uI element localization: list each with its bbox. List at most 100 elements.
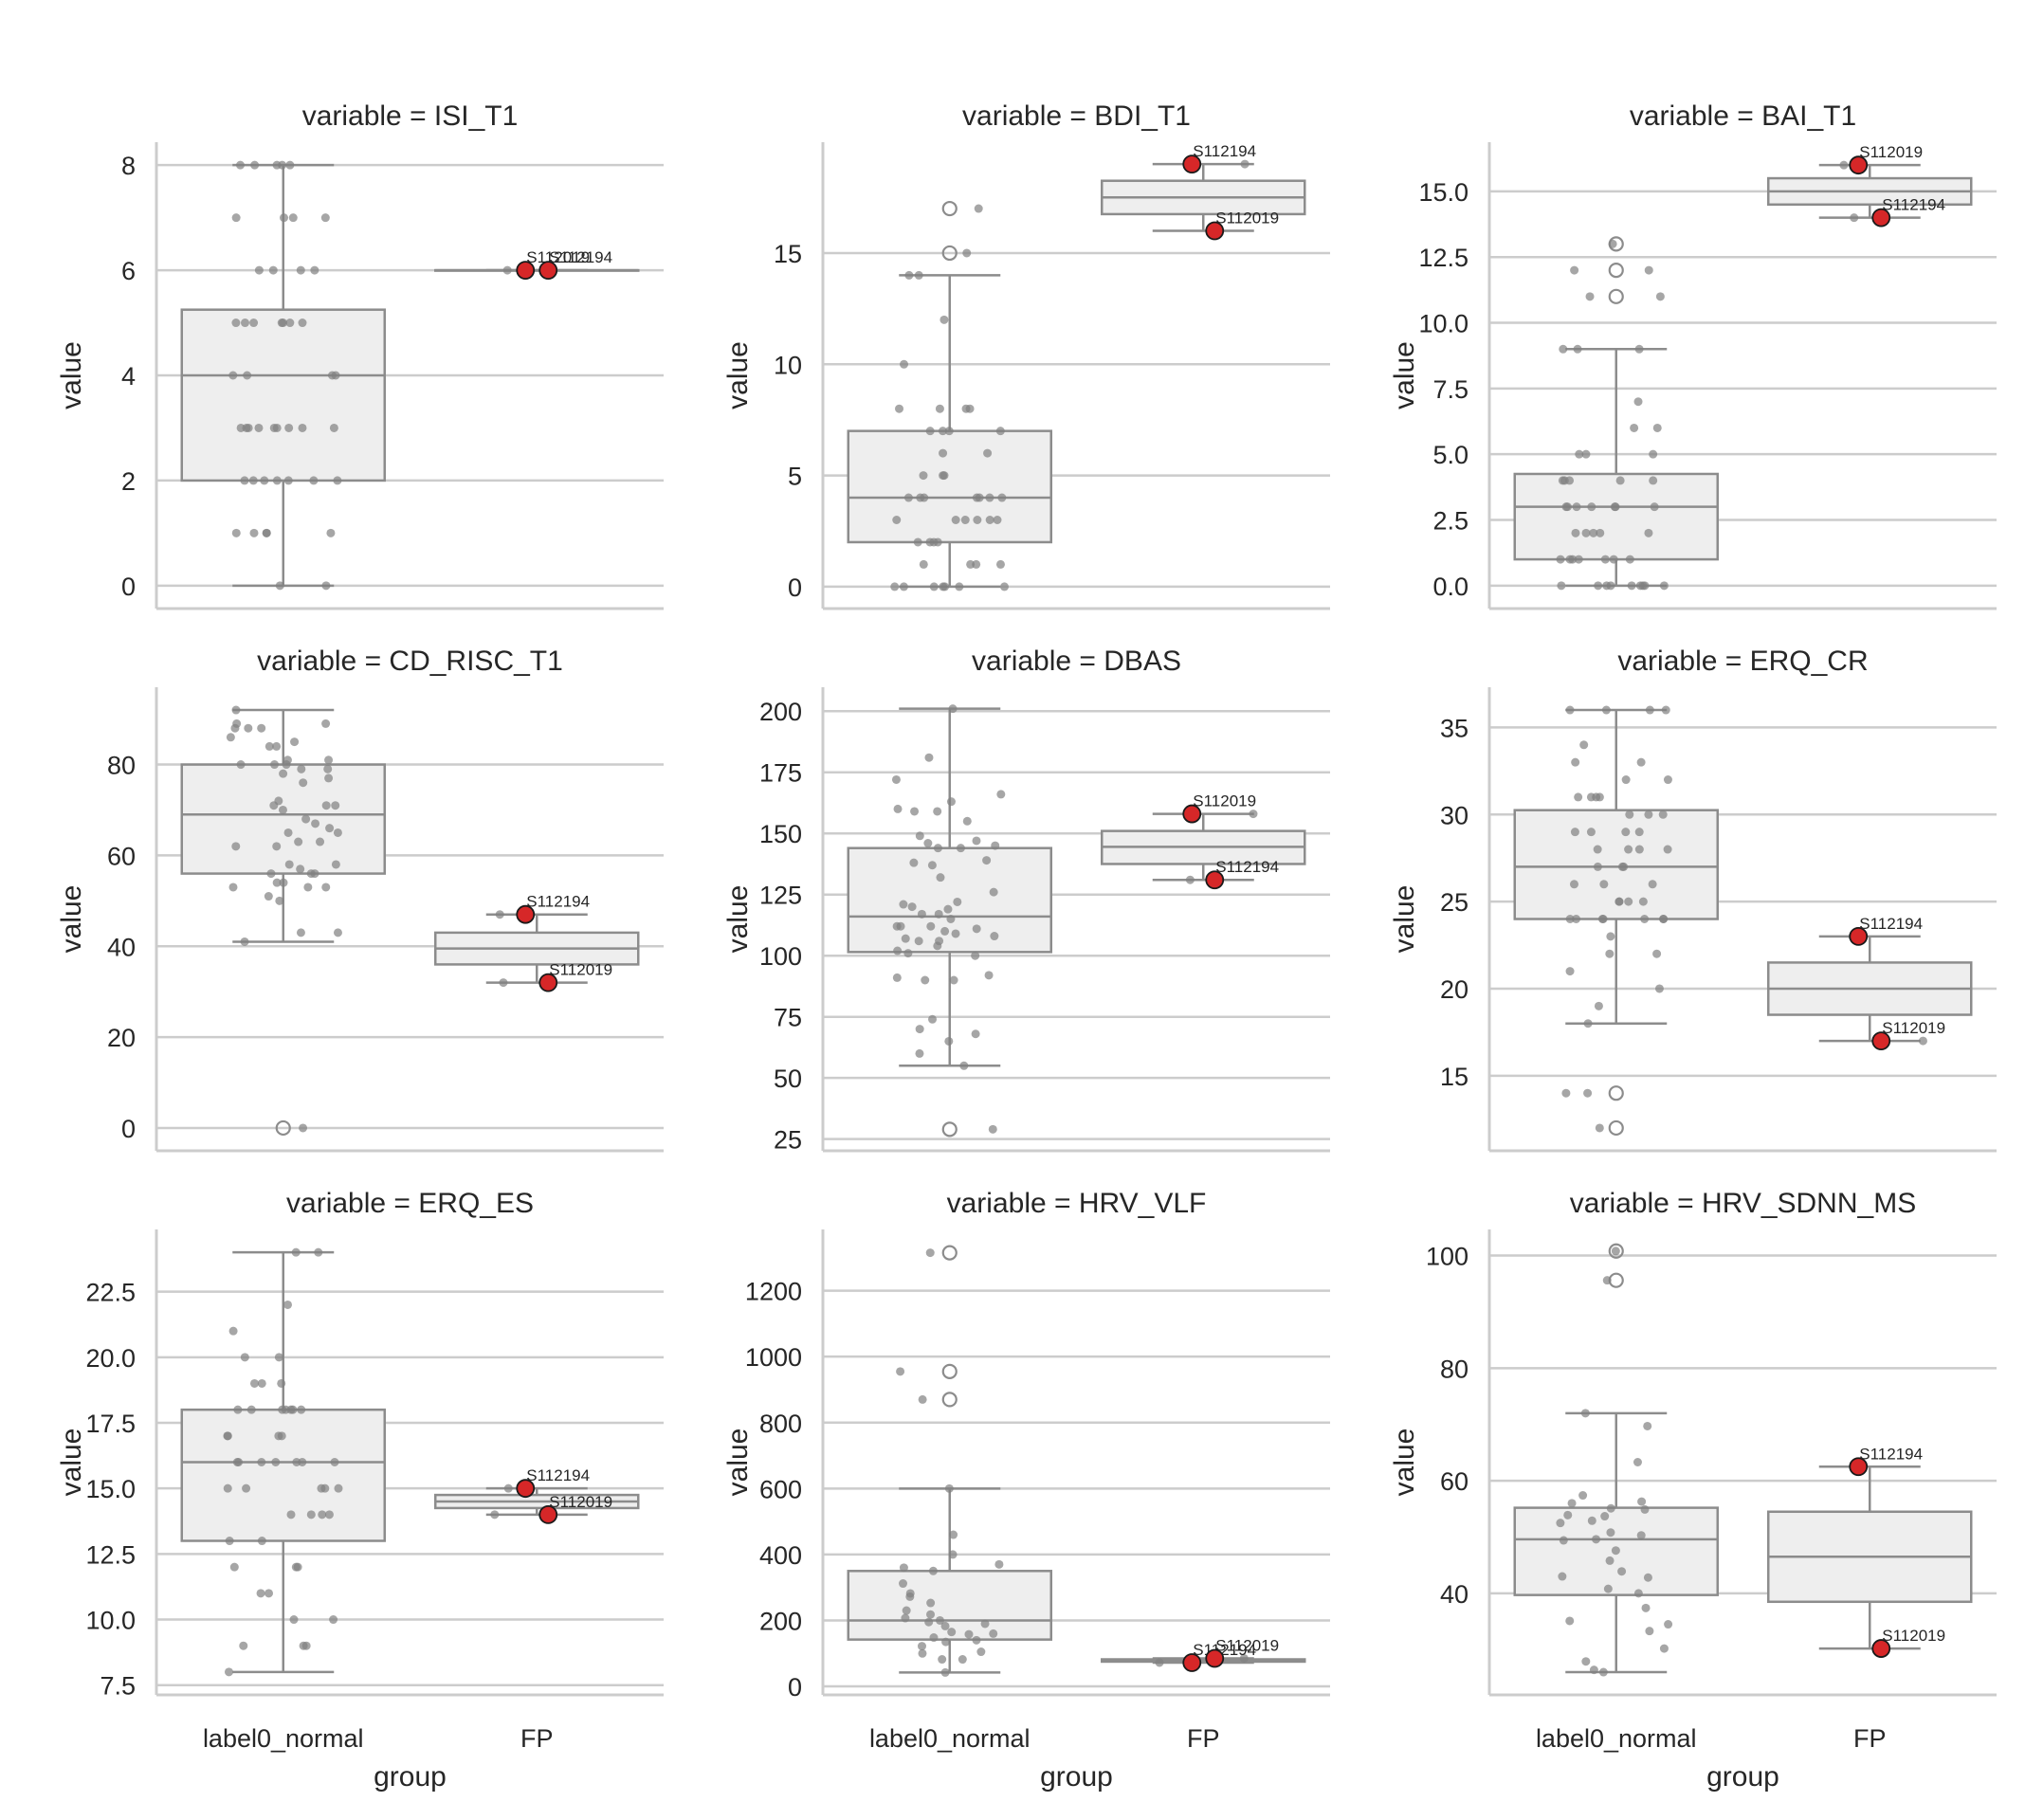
data-point: [924, 753, 934, 762]
data-point: [1643, 1573, 1652, 1582]
data-point: [249, 318, 259, 328]
data-point: [282, 760, 291, 770]
data-point: [918, 1394, 927, 1404]
data-point: [1630, 423, 1639, 432]
highlight-marker: [1871, 1031, 1891, 1050]
data-point: [271, 1458, 281, 1466]
data-point: [1581, 449, 1591, 459]
y-tick-label: 100: [1426, 1243, 1469, 1271]
highlight-marker: [1182, 1653, 1202, 1672]
data-point: [988, 1124, 997, 1134]
data-point: [272, 160, 282, 170]
data-point: [224, 1667, 233, 1677]
y-tick-label: 2: [121, 467, 136, 496]
outlier-marker: [1608, 1243, 1624, 1259]
data-point: [503, 1483, 513, 1493]
iqr-box: [847, 429, 1052, 544]
data-point: [1615, 476, 1625, 485]
data-point: [296, 864, 305, 874]
highlight-marker: [538, 1504, 558, 1524]
data-point: [976, 1647, 986, 1657]
data-point: [1249, 810, 1258, 819]
iqr-box: [180, 763, 386, 875]
data-point: [1634, 344, 1644, 354]
data-point: [989, 887, 998, 897]
data-point: [314, 1247, 323, 1257]
data-point: [1587, 1516, 1596, 1525]
outlier-marker: [1608, 1119, 1624, 1137]
box-fp: [1101, 162, 1306, 232]
data-point: [296, 928, 305, 937]
data-point: [1624, 897, 1633, 906]
box-fp: [1767, 163, 1973, 219]
data-point: [999, 582, 1009, 592]
data-point: [995, 427, 1005, 436]
panel-title: variable = BAI_T1: [1630, 100, 1856, 132]
y-tick-label: 25: [774, 1126, 802, 1155]
data-point: [971, 951, 980, 960]
highlight-label: S112019: [1215, 1636, 1279, 1654]
data-point: [928, 1014, 938, 1024]
highlight-marker: [1849, 926, 1869, 946]
highlight-label: S112019: [1215, 209, 1279, 228]
data-point: [972, 559, 981, 569]
data-point: [936, 873, 945, 883]
data-point: [266, 869, 276, 879]
data-point: [964, 1629, 974, 1639]
data-point: [310, 265, 319, 275]
data-point: [929, 582, 939, 592]
box-label0-normal: [1513, 1243, 1719, 1674]
y-tick-label: 60: [1440, 1467, 1469, 1496]
data-point: [288, 1405, 298, 1414]
data-point: [938, 1655, 947, 1665]
data-point: [917, 909, 926, 919]
data-point: [284, 423, 294, 432]
data-point: [1568, 555, 1578, 564]
data-point: [1562, 502, 1572, 512]
outlier-marker: [941, 200, 958, 217]
data-point: [901, 1613, 910, 1623]
data-point: [956, 844, 965, 853]
data-point: [1615, 897, 1624, 906]
facet-panel: variable = ISI_T1 0 2 4 6 8 value S112019S11219…: [56, 100, 664, 610]
data-point: [961, 404, 971, 413]
panel-title: variable = DBAS: [972, 646, 1181, 677]
data-point: [321, 801, 331, 810]
data-point: [231, 842, 241, 851]
data-point: [1580, 1409, 1590, 1418]
data-point: [320, 213, 330, 223]
data-point: [1625, 810, 1634, 819]
data-point: [1597, 915, 1607, 923]
highlight-marker: [538, 261, 558, 280]
y-tick-label: 80: [107, 752, 136, 780]
data-point: [1605, 1556, 1615, 1565]
data-point: [985, 493, 994, 502]
data-point: [256, 1589, 265, 1598]
data-point: [272, 741, 282, 751]
y-tick-label: 40: [107, 933, 136, 961]
data-point: [499, 978, 508, 988]
highlight-label: S112019: [1882, 1627, 1945, 1645]
data-point: [323, 764, 333, 774]
data-point: [915, 1048, 924, 1058]
outlier-marker: [941, 245, 958, 262]
data-point: [283, 476, 293, 485]
y-axis-label: value: [56, 1429, 87, 1497]
data-point: [1572, 502, 1581, 512]
data-point: [893, 804, 903, 813]
data-point: [1565, 967, 1575, 976]
data-point: [926, 1610, 936, 1619]
data-point: [892, 516, 902, 524]
data-point: [272, 476, 282, 485]
box-label0-normal: [847, 707, 1052, 1138]
data-point: [1567, 1499, 1577, 1508]
data-point: [907, 902, 917, 912]
data-point: [225, 1537, 234, 1546]
highlight-marker: [1871, 1639, 1891, 1658]
highlight-label: S112194: [1859, 1445, 1923, 1463]
data-point: [920, 493, 929, 502]
data-point: [330, 1458, 339, 1466]
data-point: [277, 1378, 286, 1388]
data-point: [960, 516, 970, 524]
